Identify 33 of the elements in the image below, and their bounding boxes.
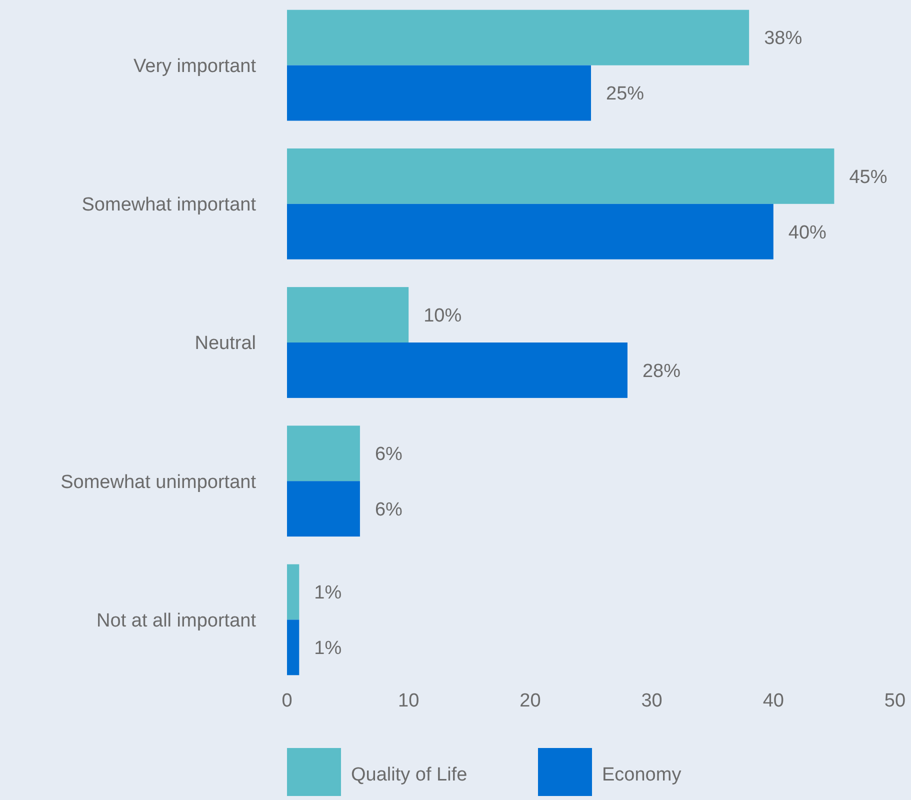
bar	[287, 148, 834, 204]
y-tick-label: Somewhat unimportant	[60, 472, 257, 493]
data-label: 1%	[314, 638, 342, 660]
bar	[287, 426, 360, 482]
y-tick-label: Neutral	[194, 333, 256, 354]
data-label: 25%	[606, 84, 644, 105]
text: Economy	[602, 764, 682, 786]
x-tick-label: 0	[282, 690, 292, 712]
data-label: 28%	[642, 360, 681, 382]
bar	[287, 342, 628, 398]
bar	[287, 620, 300, 676]
data-label: 1%	[314, 582, 342, 604]
bar	[287, 287, 409, 342]
x-tick-label: 50	[884, 690, 906, 712]
data-label: 38%	[764, 28, 802, 50]
x-tick-label: 10	[398, 690, 420, 712]
data-label: 6%	[374, 444, 403, 466]
x-tick-label: 40	[762, 690, 784, 712]
x-tick-label: 30	[641, 690, 662, 712]
bar	[287, 10, 750, 66]
data-label: 6%	[374, 499, 403, 520]
bar	[287, 564, 300, 620]
y-tick-label: Somewhat important	[82, 194, 257, 216]
y-tick-label: Very important	[134, 56, 257, 77]
data-label: 10%	[424, 305, 462, 326]
bar	[287, 204, 774, 260]
y-tick-label: Not at all important	[96, 610, 257, 632]
data-label: 40%	[788, 222, 827, 244]
x-tick-label: 20	[520, 690, 541, 712]
bar	[287, 481, 360, 537]
data-label: 45%	[849, 166, 888, 188]
text: Quality of Life	[351, 764, 468, 786]
bar	[287, 65, 591, 121]
